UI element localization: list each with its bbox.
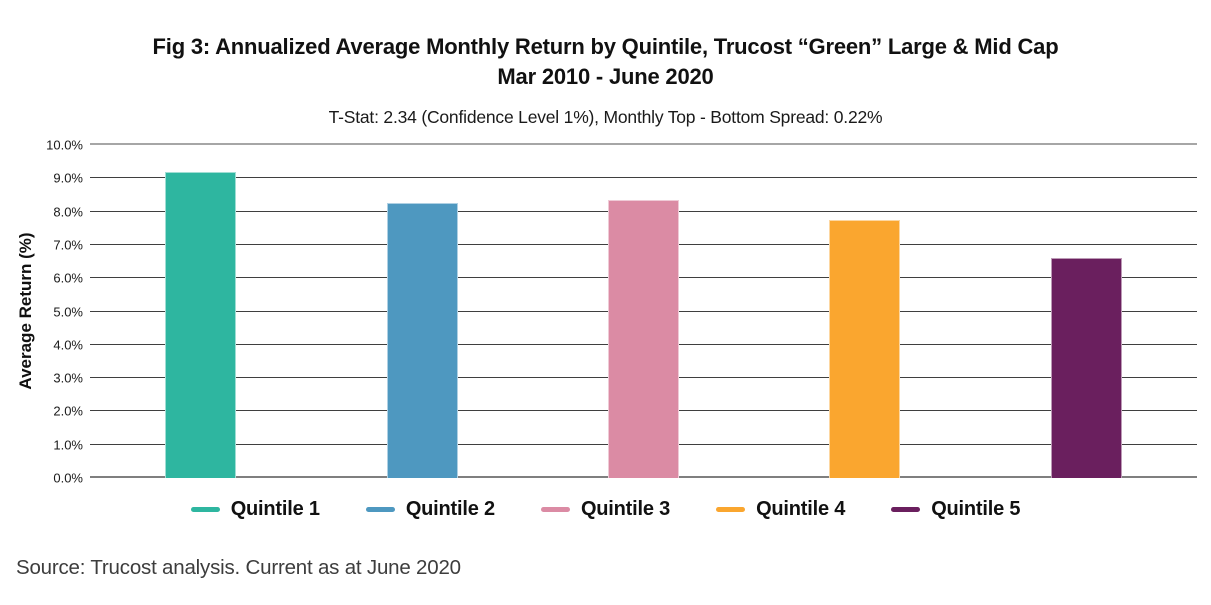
source-note: Source: Trucost analysis. Current as at …	[16, 556, 461, 579]
legend-label: Quintile 1	[230, 498, 320, 520]
y-tick-label: 4.0%	[53, 337, 83, 353]
bar-quintile-1	[165, 171, 237, 478]
legend-label: Quintile 5	[931, 498, 1021, 520]
chart-title-line1: Fig 3: Annualized Average Monthly Return…	[152, 34, 1059, 59]
y-tick-label: 0.0%	[53, 470, 83, 486]
bar-quintile-2	[386, 203, 458, 478]
y-tick-label: 7.0%	[53, 237, 83, 253]
legend-swatch-icon	[540, 507, 570, 512]
y-tick-label: 6.0%	[53, 270, 83, 286]
y-tick-label: 5.0%	[53, 304, 83, 319]
chart-title: Fig 3: Annualized Average Monthly Return…	[0, 32, 1211, 92]
legend-label: Quintile 4	[756, 498, 846, 520]
chart-title-line2: Mar 2010 - June 2020	[497, 64, 714, 89]
y-tick-label: 9.0%	[53, 170, 83, 186]
legend-item-quintile-2: Quintile 2	[365, 498, 495, 521]
legend-swatch-icon	[891, 507, 921, 512]
legend-item-quintile-5: Quintile 5	[891, 498, 1021, 521]
chart-subtitle: T-Stat: 2.34 (Confidence Level 1%), Mont…	[328, 107, 883, 127]
y-tick-label: 10.0%	[46, 137, 83, 153]
chart-legend: Quintile 1 Quintile 2 Quintile 3 Quintile 4…	[0, 498, 1211, 521]
legend-label: Quintile 3	[580, 498, 671, 520]
bar-quintile-4	[829, 219, 901, 478]
legend-label: Quintile 2	[405, 498, 495, 520]
legend-swatch-icon	[190, 507, 220, 512]
y-tick-label: 8.0%	[53, 204, 83, 220]
legend-swatch-icon	[716, 507, 746, 512]
y-tick-label: 1.0%	[53, 437, 83, 453]
gridline-10.0%	[90, 143, 1197, 145]
legend-swatch-icon	[365, 507, 395, 512]
legend-item-quintile-4: Quintile 4	[716, 498, 845, 521]
gridline-9.0%	[90, 177, 1197, 179]
y-tick-label: 2.0%	[53, 403, 83, 419]
plot-area	[90, 143, 1197, 478]
bar-quintile-5	[1050, 258, 1122, 478]
bar-quintile-3	[608, 199, 679, 478]
legend-item-quintile-1: Quintile 1	[190, 498, 320, 521]
legend-item-quintile-3: Quintile 3	[540, 498, 671, 521]
y-axis-tick-labels: 0.0% 1.0% 2.0% 3.0% 4.0% 5.0% 6.0% 7.0% 8.0% 9.0%…	[0, 138, 83, 486]
y-tick-label: 3.0%	[53, 370, 83, 386]
